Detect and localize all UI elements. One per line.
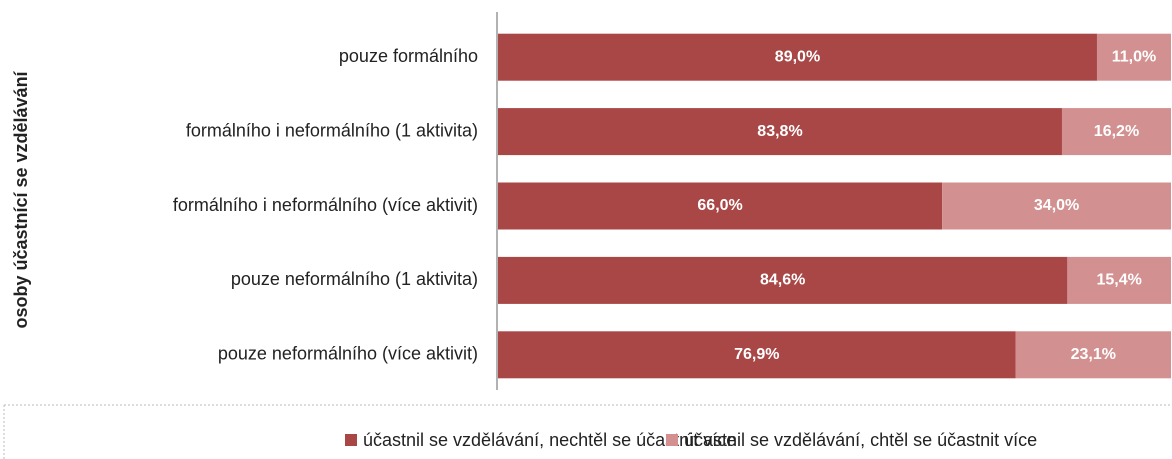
category-label: pouze formálního — [339, 46, 478, 66]
value-label: 84,6% — [760, 272, 805, 289]
category-label: formálního i neformálního (1 aktivita) — [186, 120, 478, 140]
value-label: 66,0% — [697, 197, 742, 214]
legend-label: účastnil se vzdělávání, chtěl se účastni… — [684, 430, 1037, 450]
value-label: 76,9% — [734, 346, 779, 363]
bar-segment — [498, 108, 1062, 156]
bar-segment — [1067, 256, 1171, 304]
value-label: 16,2% — [1094, 123, 1139, 140]
bar-segment — [1061, 108, 1171, 156]
value-label: 89,0% — [775, 48, 820, 65]
bar-segment — [498, 182, 943, 230]
category-label: formálního i neformálního (více aktivit) — [173, 195, 478, 215]
category-label: pouze neformálního (více aktivit) — [218, 344, 478, 364]
value-label: 83,8% — [757, 123, 802, 140]
bar-segment — [1015, 331, 1171, 379]
bar-segment — [942, 182, 1171, 230]
legend-border — [3, 404, 1172, 459]
bar-segment — [1096, 33, 1171, 81]
bar-segment — [498, 33, 1097, 81]
legend-swatch — [345, 434, 357, 446]
legend-swatch — [666, 434, 678, 446]
bar-segment — [498, 331, 1016, 379]
legend-label: účastnil se vzdělávání, nechtěl se účast… — [363, 430, 736, 450]
category-label: pouze neformálního (1 aktivita) — [231, 269, 478, 289]
bar-segment — [498, 256, 1068, 304]
value-label: 11,0% — [1112, 48, 1156, 65]
value-label: 23,1% — [1071, 346, 1116, 363]
value-label: 15,4% — [1096, 272, 1141, 289]
value-label: 34,0% — [1034, 197, 1079, 214]
y-axis-label: osoby účastnící se vzdělávání — [11, 70, 31, 328]
